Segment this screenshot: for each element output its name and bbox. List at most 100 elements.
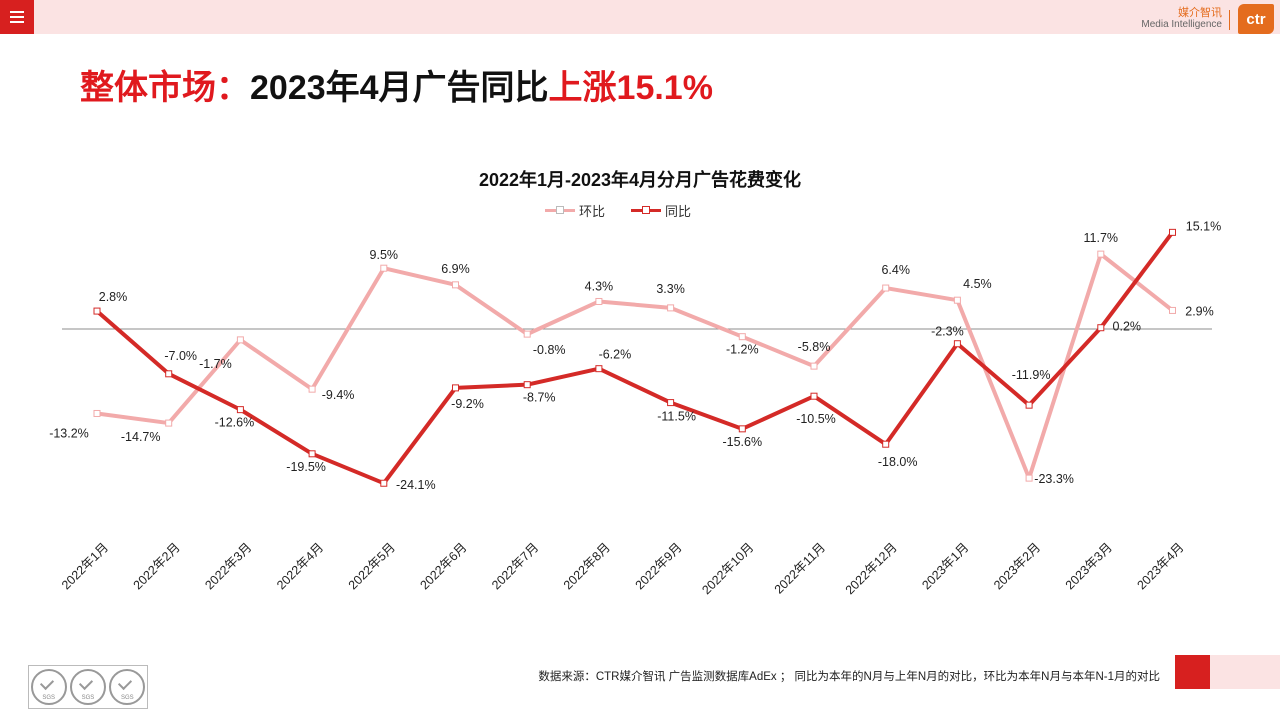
x-tick-label: 2022年1月 <box>59 540 111 592</box>
data-point-mom <box>810 362 818 370</box>
data-label-yoy: -18.0% <box>878 455 918 469</box>
x-tick-label: 2023年4月 <box>1134 540 1186 592</box>
data-point-mom <box>380 264 388 272</box>
data-label-mom: -13.2% <box>49 426 89 440</box>
data-label-mom: 4.5% <box>963 277 992 291</box>
data-point-mom <box>236 336 244 344</box>
data-label-mom: -23.3% <box>1034 472 1074 486</box>
data-point-mom <box>1169 306 1176 314</box>
data-point-mom <box>953 296 961 304</box>
data-label-mom: -1.7% <box>199 357 232 371</box>
data-label-yoy: -6.2% <box>599 348 632 362</box>
data-point-yoy <box>953 340 961 348</box>
legend-line-yoy <box>631 206 662 214</box>
data-label-mom: -9.4% <box>322 388 355 402</box>
data-label-yoy: -24.1% <box>396 478 436 492</box>
x-tick-label: 2022年3月 <box>202 540 254 592</box>
data-point-yoy <box>595 365 603 373</box>
data-point-yoy <box>452 384 459 392</box>
data-label-yoy: -2.3% <box>931 325 964 339</box>
legend-item-yoy: 同比 <box>631 201 691 220</box>
data-label-mom: -5.8% <box>798 340 831 354</box>
brand-en: Media Intelligence <box>1141 18 1222 30</box>
data-point-mom <box>165 419 173 427</box>
data-point-yoy <box>1097 324 1105 332</box>
x-tick-label: 2022年6月 <box>417 540 469 592</box>
sgs-badge-3: SGS <box>109 669 146 705</box>
data-label-yoy: -9.2% <box>451 397 484 411</box>
chart-title: 2022年1月-2023年4月分月广告花费变化 <box>478 170 802 190</box>
data-point-yoy <box>810 392 818 400</box>
data-point-mom <box>882 284 890 292</box>
x-tick-label: 2022年7月 <box>489 540 541 592</box>
x-tick-label: 2022年11月 <box>772 540 828 596</box>
data-point-yoy <box>523 381 531 389</box>
data-point-yoy <box>882 440 890 448</box>
legend-label-yoy: 同比 <box>665 204 692 219</box>
legend-item-mom: 环比 <box>545 201 605 220</box>
data-label-mom: 6.4% <box>881 263 910 277</box>
data-point-yoy <box>738 425 746 433</box>
data-label-mom: 6.9% <box>441 262 470 276</box>
x-tick-label: 2023年2月 <box>991 540 1043 592</box>
top-bar <box>0 0 1280 34</box>
ctr-logo: ctr <box>1238 4 1274 34</box>
data-point-yoy <box>380 479 388 487</box>
data-point-yoy <box>308 450 316 458</box>
series-line-yoy <box>95 231 1175 486</box>
menu-icon[interactable] <box>0 0 34 34</box>
footer-pink-block <box>1210 655 1280 689</box>
data-point-mom <box>738 333 746 341</box>
data-point-yoy <box>93 307 101 315</box>
data-label-mom: -0.8% <box>533 343 566 357</box>
x-tick-label: 2022年10月 <box>699 540 756 597</box>
x-tick-label: 2022年8月 <box>561 540 613 592</box>
data-point-yoy <box>667 399 675 407</box>
x-tick-label: 2022年4月 <box>274 540 326 592</box>
data-point-mom <box>452 281 459 289</box>
data-source-note: 数据来源：CTR媒介智讯 广告监测数据库AdEx ； 同比为本年的N月与上年N月… <box>538 671 1160 683</box>
data-label-mom: -1.2% <box>726 343 759 357</box>
data-point-yoy <box>1025 401 1033 409</box>
data-point-mom <box>1097 250 1105 258</box>
data-point-mom <box>667 304 675 312</box>
series-line-mom <box>96 252 1174 481</box>
data-label-yoy: 0.2% <box>1113 320 1142 334</box>
data-label-mom: 3.3% <box>656 282 685 296</box>
data-point-mom <box>523 330 531 338</box>
brand-divider <box>1229 10 1230 30</box>
data-label-yoy: -8.7% <box>523 391 556 405</box>
data-label-yoy: -19.5% <box>286 460 326 474</box>
chart-legend: 环比 同比 <box>545 201 691 220</box>
footer-red-block <box>1175 655 1210 689</box>
sgs-badge-1: SGS <box>30 669 67 705</box>
title-highlight: 上涨15.1% <box>548 69 713 107</box>
sgs-certification-badges: SGS SGS SGS <box>28 665 148 709</box>
data-point-mom <box>1025 474 1033 482</box>
data-point-yoy <box>1169 228 1176 236</box>
title-prefix: 整体市场： <box>80 69 250 107</box>
data-label-yoy: -12.6% <box>215 416 255 430</box>
data-label-yoy: -15.6% <box>722 435 762 449</box>
data-label-yoy: 2.8% <box>99 290 128 304</box>
x-tick-label: 2022年9月 <box>633 540 685 592</box>
data-label-mom: 9.5% <box>370 248 399 262</box>
title-main: 2023年4月广告同比 <box>250 69 549 107</box>
legend-label-mom: 环比 <box>579 204 606 219</box>
data-point-mom <box>308 385 316 393</box>
brand-text: 媒介智讯 Media Intelligence <box>1141 7 1222 30</box>
x-tick-label: 2023年1月 <box>919 540 971 592</box>
x-tick-label: 2022年12月 <box>843 540 900 597</box>
x-tick-label: 2022年2月 <box>131 540 183 592</box>
data-label-yoy: 15.1% <box>1186 219 1221 233</box>
x-tick-label: 2023年3月 <box>1063 540 1115 592</box>
data-label-mom: 2.9% <box>1185 304 1214 318</box>
brand-cn: 媒介智讯 <box>1178 7 1222 19</box>
data-label-mom: 4.3% <box>585 279 614 293</box>
data-label-yoy: -10.5% <box>796 412 836 426</box>
sgs-badge-2: SGS <box>69 669 106 705</box>
data-label-yoy: -11.5% <box>657 410 696 424</box>
data-point-mom <box>93 409 101 417</box>
legend-line-mom <box>545 206 575 214</box>
